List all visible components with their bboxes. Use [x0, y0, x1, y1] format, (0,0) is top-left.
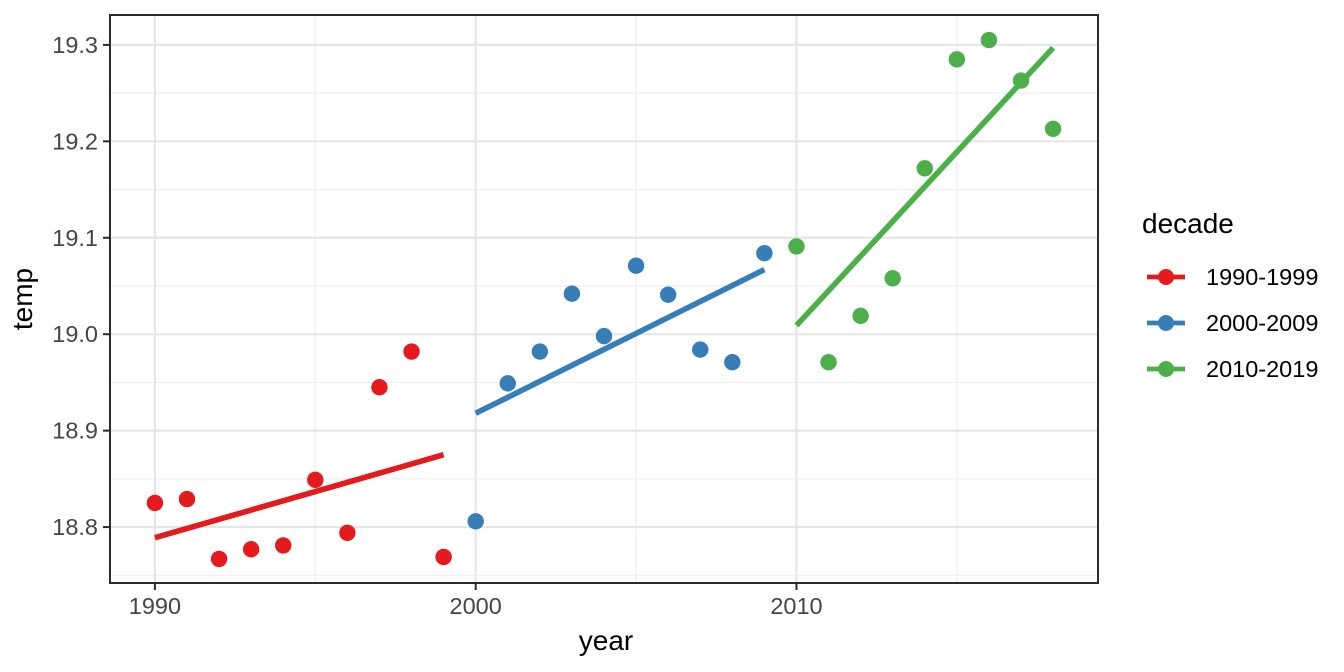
data-point: [627, 257, 645, 274]
legend-item-label: 2010-2019: [1206, 355, 1319, 382]
y-tick-label: 19.0: [52, 321, 98, 347]
data-point: [435, 548, 452, 566]
y-tick-label: 18.8: [52, 514, 98, 540]
plot-panel: [110, 15, 1098, 583]
data-point: [371, 379, 388, 396]
legend-key-icon: [1147, 269, 1185, 285]
data-point: [339, 524, 356, 542]
legend-title: decade: [1142, 208, 1234, 239]
y-axis-title: temp: [7, 268, 38, 330]
data-point: [563, 285, 581, 302]
x-tick-label: 2010: [770, 593, 822, 619]
data-point: [531, 343, 549, 360]
data-point: [756, 244, 773, 262]
data-point: [146, 494, 164, 512]
data-point: [788, 238, 805, 255]
data-point: [499, 375, 516, 392]
data-point: [1012, 72, 1030, 89]
x-tick-label: 2000: [450, 593, 502, 619]
x-tick-label: 1990: [129, 593, 181, 619]
data-point: [948, 51, 966, 68]
data-point: [307, 471, 324, 489]
data-point: [1044, 120, 1062, 137]
data-point: [692, 341, 709, 358]
trend-line: [154, 452, 445, 541]
trend-line: [474, 267, 766, 416]
trend-line: [794, 45, 1056, 328]
legend-item: 2010-2019: [1142, 346, 1342, 392]
legend: decade 1990-1999 2000-2009 2010-2019: [1142, 210, 1342, 392]
x-axis-title: year: [579, 625, 633, 656]
y-tick-label: 19.2: [52, 128, 98, 154]
legend-item-label: 1990-1999: [1206, 263, 1319, 290]
data-point: [210, 550, 228, 568]
legend-key-icon: [1147, 361, 1185, 377]
data-point: [403, 343, 420, 360]
legend-item-label: 2000-2009: [1206, 309, 1319, 336]
y-tick-label: 19.1: [52, 225, 98, 251]
panel-border: [109, 14, 1099, 584]
data-point: [242, 541, 260, 558]
data-point: [852, 307, 869, 325]
data-point: [467, 513, 484, 530]
legend-item: 1990-1999: [1142, 254, 1342, 300]
data-point: [724, 353, 741, 371]
data-point: [916, 160, 933, 177]
data-point: [980, 31, 998, 49]
data-point: [275, 537, 292, 554]
data-point: [178, 490, 196, 508]
data-point: [820, 353, 837, 371]
data-point: [884, 270, 901, 287]
data-point: [595, 327, 613, 345]
legend-item: 2000-2009: [1142, 300, 1342, 346]
y-tick-label: 18.9: [52, 418, 98, 444]
legend-key-icon: [1147, 315, 1185, 331]
data-point: [659, 286, 677, 303]
y-tick-label: 19.3: [52, 32, 98, 58]
